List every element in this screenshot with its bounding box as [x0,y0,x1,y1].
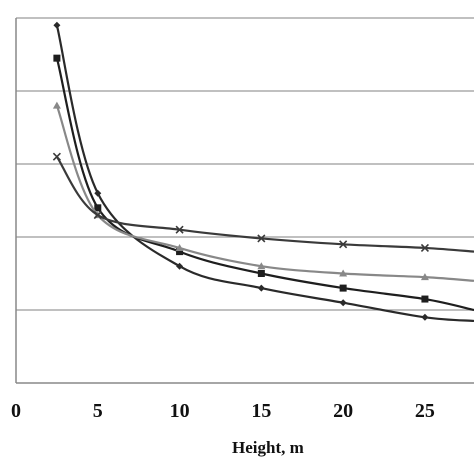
series-4 [52,152,474,253]
x-tick-label: 5 [93,400,103,422]
data-point [176,248,184,256]
x-tick-labels: 0 5 10 15 20 25 [11,400,435,422]
data-point [339,240,348,249]
data-point [176,262,184,270]
series-line [55,105,474,282]
data-point [52,152,61,161]
series-line [55,25,474,323]
data-point [421,295,429,303]
series-group [52,21,474,323]
data-point [52,101,61,109]
data-point [420,273,429,281]
data-point [175,243,184,251]
x-tick-label: 10 [170,400,190,422]
data-point [339,299,347,307]
data-point [257,234,266,243]
series-line [55,57,474,312]
data-point [339,284,347,292]
x-tick-label: 25 [415,400,435,422]
data-point [53,21,61,29]
data-point [257,270,265,277]
x-axis-label: Height, m [232,438,304,457]
data-point [93,211,102,220]
x-tick-label: 20 [333,400,353,422]
data-point [53,54,61,62]
series-1 [53,21,474,323]
data-point [420,243,429,253]
data-point [94,189,102,197]
data-point [257,262,266,270]
data-point [175,225,184,234]
series-2 [53,54,474,312]
series-3 [52,101,474,282]
data-point [339,269,348,277]
data-point [257,284,265,292]
data-point [421,313,429,321]
gridlines [16,17,474,311]
x-tick-label: 0 [11,400,21,422]
data-point [94,204,102,212]
x-tick-label: 15 [251,400,271,422]
